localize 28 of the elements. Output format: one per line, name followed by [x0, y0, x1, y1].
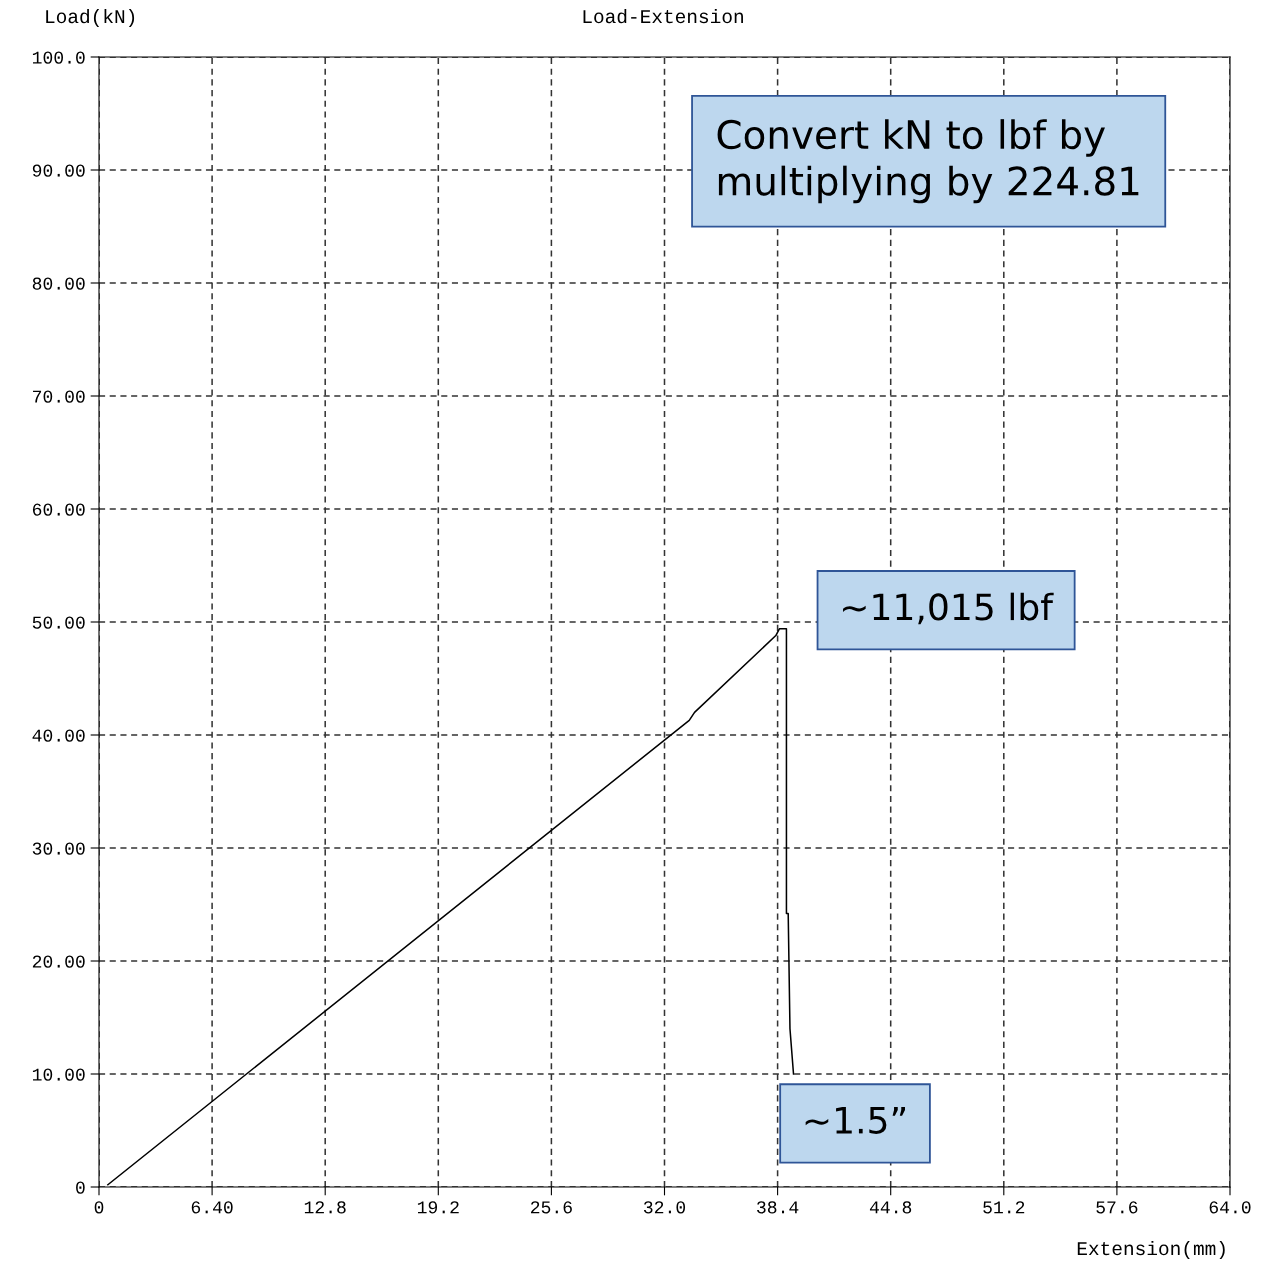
x-tick-label: 51.2 [983, 1201, 1025, 1214]
x-tick-label: 25.6 [531, 1201, 572, 1214]
y-tick-label: 40.00 [32, 729, 85, 742]
chart-title: Load-Extension [583, 8, 743, 24]
y-tick-label: 0 [76, 1181, 85, 1194]
x-tick-label: 64.0 [1209, 1201, 1251, 1214]
y-tick-label: 90.00 [32, 164, 85, 177]
x-tick-label: 44.8 [869, 1201, 912, 1214]
y-tick-label: 70.00 [33, 390, 85, 403]
x-tick-label: 0 [94, 1201, 104, 1214]
y-axis-title: Load(kN) [46, 8, 135, 28]
y-tick-label: 50.00 [32, 616, 85, 629]
x-axis-title: Extension(mm) [1077, 1240, 1225, 1260]
x-tick-label: 38.4 [757, 1201, 799, 1214]
annotation: ~1.5” [805, 1107, 905, 1134]
y-tick-label: 20.00 [32, 955, 85, 968]
x-tick-label: 12.8 [304, 1201, 346, 1214]
x-tick-label: 19.2 [417, 1201, 459, 1214]
x-tick-label: 57.6 [1096, 1201, 1138, 1214]
y-tick-label: 60.00 [32, 503, 85, 516]
y-tick-label: 10.00 [32, 1068, 85, 1081]
annotation: Convert kN to lbf by multiplying by 224.81 [717, 119, 1139, 204]
x-tick-label: 32.0 [643, 1201, 686, 1214]
annotation: ~11,015 lbf [843, 592, 1054, 625]
y-tick-label: 100.0 [32, 51, 85, 64]
y-tick-label: 80.00 [32, 277, 85, 290]
y-tick-label: 30.00 [32, 842, 85, 855]
x-tick-label: 6.40 [191, 1201, 233, 1214]
